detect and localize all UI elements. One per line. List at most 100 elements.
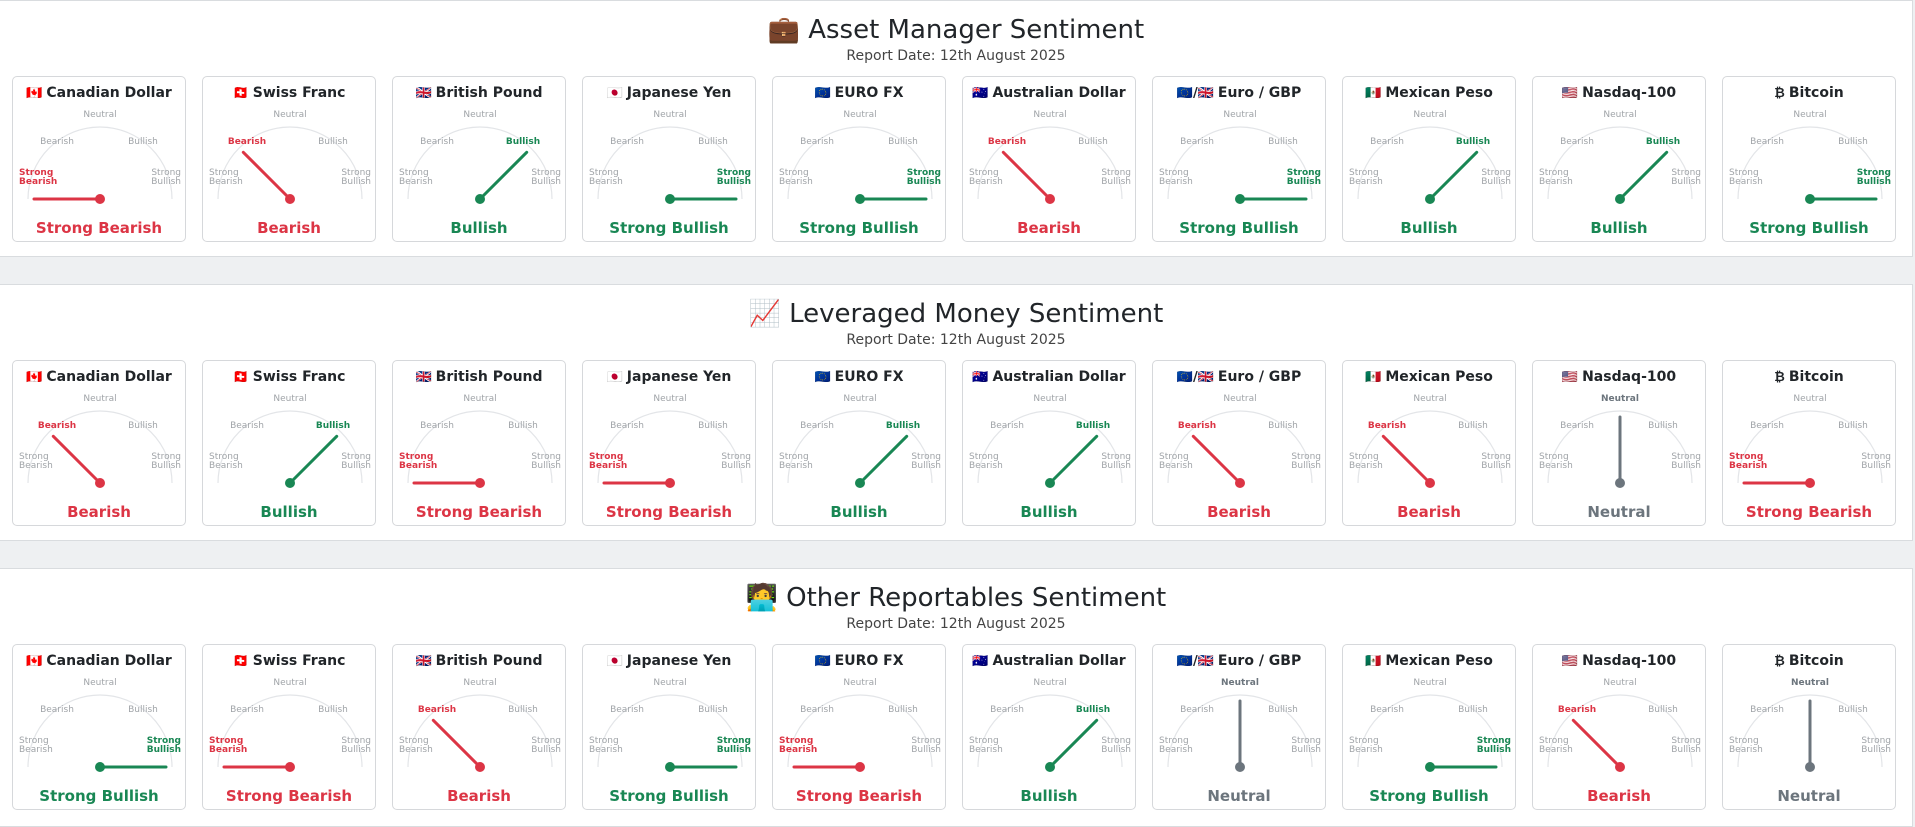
gauge-label-strong-bearish: Strong Bearish bbox=[1539, 452, 1573, 471]
gauge-label-bearish: Bearish bbox=[988, 137, 1026, 147]
sentiment-card: 🇲🇽 Mexican Peso Neutral Bearish Bullish Stron… bbox=[1342, 76, 1516, 242]
technologist-icon: 🧑‍💻 bbox=[745, 583, 779, 613]
sentiment-gauge: Neutral Bearish Bullish Strong Bearish Strong… bbox=[209, 678, 371, 772]
gauge-label-strong-bearish: Strong Bearish bbox=[1159, 736, 1193, 755]
sentiment-section: 🧑‍💻 Other Reportables Sentiment Report Da… bbox=[0, 568, 1913, 827]
card-title: 🇪🇺/🇬🇧 Euro / GBP bbox=[1153, 653, 1325, 669]
gauge-label-neutral: Neutral bbox=[463, 394, 496, 404]
gauge-label-strong-bullish: Strong Bullish bbox=[151, 168, 181, 187]
sentiment-gauge: Neutral Bearish Bullish Strong Bearish Strong… bbox=[1349, 678, 1511, 772]
flag-icon: 🇲🇽 bbox=[1365, 654, 1382, 669]
sentiment-gauge: Neutral Bearish Bullish Strong Bearish Strong… bbox=[209, 110, 371, 204]
gauge-hub bbox=[855, 194, 865, 204]
gauge-arc bbox=[407, 410, 553, 484]
gauge-arc bbox=[1737, 694, 1883, 768]
gauge-label-strong-bullish: Strong Bullish bbox=[531, 736, 561, 755]
sentiment-value: Strong Bullish bbox=[1369, 787, 1489, 805]
gauge-label-bullish: Bullish bbox=[1838, 137, 1868, 147]
gauge-label-strong-bullish: Strong Bullish bbox=[147, 736, 181, 755]
gauge-label-strong-bearish: Strong Bearish bbox=[399, 168, 433, 187]
gauge-label-neutral: Neutral bbox=[83, 678, 116, 688]
sentiment-card: 🇨🇭 Swiss Franc Neutral Bearish Bullish Strong… bbox=[202, 360, 376, 526]
gauge-label-strong-bullish: Strong Bullish bbox=[1857, 168, 1891, 187]
card-title: 🇨🇦 Canadian Dollar bbox=[13, 85, 185, 101]
sentiment-gauge: Neutral Bearish Bullish Strong Bearish Strong… bbox=[19, 394, 181, 488]
flag-icon: 🇪🇺/🇬🇧 bbox=[1176, 86, 1214, 101]
gauge-label-bearish: Bearish bbox=[800, 137, 834, 147]
sentiment-card: 🇺🇸 Nasdaq-100 Neutral Bearish Bullish Strong B… bbox=[1532, 360, 1706, 526]
instrument-name: Japanese Yen bbox=[626, 85, 732, 101]
gauge-label-strong-bearish: Strong Bearish bbox=[969, 736, 1003, 755]
gauge-hub bbox=[1235, 762, 1245, 772]
card-title: 🇬🇧 British Pound bbox=[393, 369, 565, 385]
gauge-hub bbox=[475, 194, 485, 204]
sentiment-card: 🇦🇺 Australian Dollar Neutral Bearish Bullish… bbox=[962, 644, 1136, 810]
sentiment-value: Bearish bbox=[447, 787, 511, 805]
gauge-hub bbox=[1425, 762, 1435, 772]
gauge-label-bearish: Bearish bbox=[1560, 421, 1594, 431]
flag-icon: 🇪🇺/🇬🇧 bbox=[1176, 654, 1214, 669]
gauge-arc bbox=[597, 694, 743, 768]
chart-increasing-icon: 📈 bbox=[748, 299, 782, 329]
gauge-label-bearish: Bearish bbox=[38, 421, 76, 431]
gauge-label-bullish: Bullish bbox=[698, 137, 728, 147]
instrument-name: British Pound bbox=[435, 653, 543, 669]
gauge-label-neutral: Neutral bbox=[1033, 394, 1066, 404]
gauge-label-strong-bearish: Strong Bearish bbox=[1729, 452, 1767, 471]
card-title: 🇲🇽 Mexican Peso bbox=[1343, 85, 1515, 101]
gauge-arc bbox=[1357, 694, 1503, 768]
sentiment-gauge: Neutral Bearish Bullish Strong Bearish Strong… bbox=[1539, 678, 1701, 772]
gauge-label-strong-bearish: Strong Bearish bbox=[779, 736, 817, 755]
flag-icon: 🇦🇺 bbox=[972, 86, 989, 101]
gauge-label-strong-bearish: Strong Bearish bbox=[1159, 168, 1193, 187]
instrument-name: Swiss Franc bbox=[252, 653, 346, 669]
gauge-label-neutral: Neutral bbox=[1223, 394, 1256, 404]
sentiment-value: Bullish bbox=[830, 503, 888, 521]
sentiment-value: Bearish bbox=[1587, 787, 1651, 805]
gauge-arc bbox=[217, 126, 363, 200]
gauge-needle bbox=[51, 434, 102, 485]
sentiment-card: 🇨🇦 Canadian Dollar Neutral Bearish Bullish St… bbox=[12, 644, 186, 810]
gauge-arc bbox=[407, 694, 553, 768]
flag-icon: 🇬🇧 bbox=[415, 86, 432, 101]
card-title: 🇬🇧 British Pound bbox=[393, 653, 565, 669]
gauge-needle bbox=[1571, 718, 1622, 769]
sentiment-gauge: Neutral Bearish Bullish Strong Bearish Strong… bbox=[1159, 110, 1321, 204]
gauge-label-strong-bearish: Strong Bearish bbox=[1159, 452, 1193, 471]
gauge-label-bearish: Bearish bbox=[1560, 137, 1594, 147]
gauge-label-bullish: Bullish bbox=[888, 137, 918, 147]
card-title: 🇪🇺 EURO FX bbox=[773, 85, 945, 101]
gauge-label-bearish: Bearish bbox=[1180, 137, 1214, 147]
sentiment-card: 🇨🇭 Swiss Franc Neutral Bearish Bullish Strong… bbox=[202, 76, 376, 242]
card-title: 🇨🇭 Swiss Franc bbox=[203, 85, 375, 101]
gauge-label-bearish: Bearish bbox=[1750, 705, 1784, 715]
instrument-name: Bitcoin bbox=[1788, 653, 1844, 669]
sentiment-card: 🇪🇺/🇬🇧 Euro / GBP Neutral Bearish Bullish Stro… bbox=[1152, 360, 1326, 526]
gauge-label-strong-bearish: Strong Bearish bbox=[399, 452, 437, 471]
gauge-needle bbox=[241, 150, 292, 201]
gauge-label-bullish: Bullish bbox=[318, 137, 348, 147]
gauge-label-strong-bullish: Strong Bullish bbox=[1291, 736, 1321, 755]
gauge-arc bbox=[977, 694, 1123, 768]
sentiment-value: Bullish bbox=[260, 503, 318, 521]
gauge-label-bearish: Bearish bbox=[800, 421, 834, 431]
card-title: ₿ Bitcoin bbox=[1723, 85, 1895, 101]
sentiment-value: Strong Bullish bbox=[609, 219, 729, 237]
instrument-name: Canadian Dollar bbox=[46, 653, 172, 669]
gauge-label-strong-bullish: Strong Bullish bbox=[341, 736, 371, 755]
gauge-hub bbox=[1615, 762, 1625, 772]
gauge-hub bbox=[665, 194, 675, 204]
instrument-name: Bitcoin bbox=[1788, 85, 1844, 101]
gauge-needle bbox=[1001, 150, 1052, 201]
flag-icon: 🇺🇸 bbox=[1561, 370, 1579, 385]
gauge-arc bbox=[27, 410, 173, 484]
instrument-name: Mexican Peso bbox=[1385, 85, 1493, 101]
sentiment-gauge: Neutral Bearish Bullish Strong Bearish Strong… bbox=[1349, 110, 1511, 204]
sentiment-value: Bullish bbox=[1400, 219, 1458, 237]
gauge-label-bullish: Bullish bbox=[128, 137, 158, 147]
sentiment-card: 🇦🇺 Australian Dollar Neutral Bearish Bullish… bbox=[962, 76, 1136, 242]
gauge-needle bbox=[288, 434, 339, 485]
gauge-label-bullish: Bullish bbox=[698, 705, 728, 715]
gauge-label-strong-bullish: Strong Bullish bbox=[1477, 736, 1511, 755]
gauge-hub bbox=[1805, 762, 1815, 772]
